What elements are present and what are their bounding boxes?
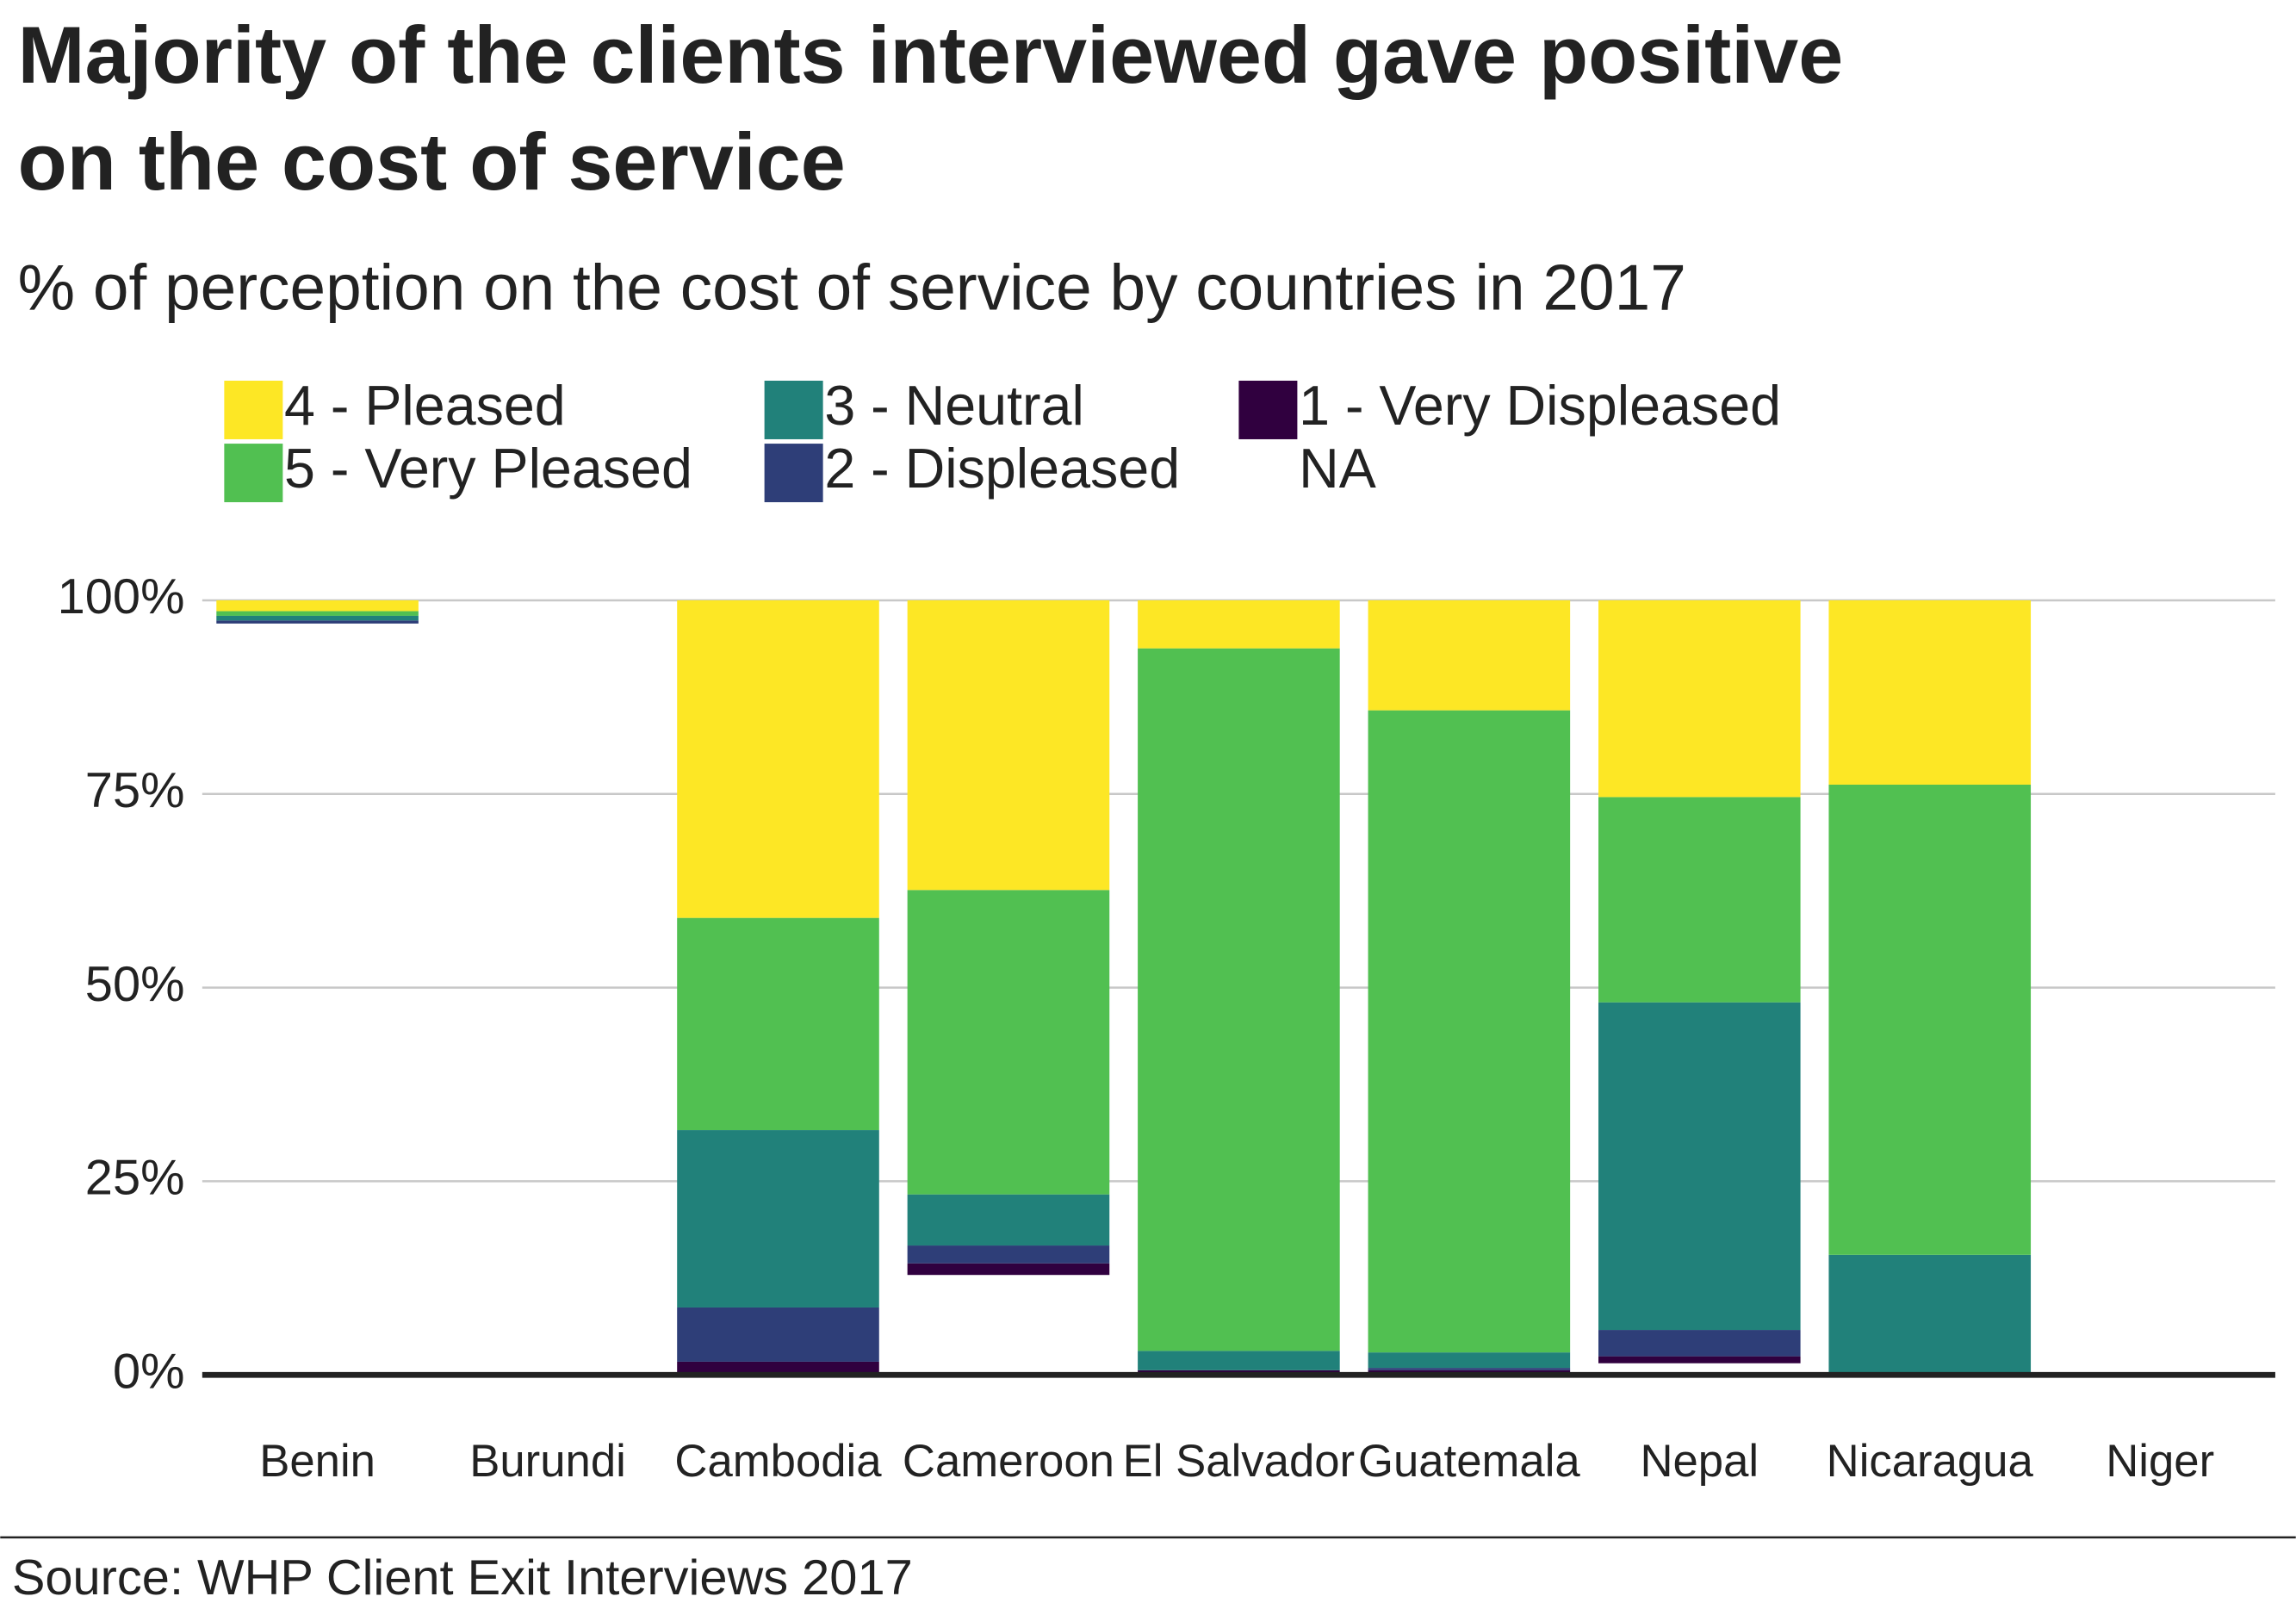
bar-segment	[1598, 1356, 1801, 1363]
bar-segment	[216, 624, 419, 1375]
x-tick-label: Cameroon	[903, 1436, 1114, 1487]
bar-segment	[677, 1361, 879, 1376]
legend-label: 1 - Very Displeased	[1299, 375, 1781, 437]
bar-segment	[1368, 1368, 1571, 1370]
bar-segment	[907, 1194, 1110, 1246]
bar-segment	[1598, 1002, 1801, 1331]
y-tick-label: 75%	[85, 763, 185, 818]
legend-label: NA	[1299, 438, 1376, 500]
legend-swatch	[764, 444, 823, 503]
chart-subtitle: % of perception on the cost of service b…	[18, 252, 1686, 324]
legend-label: 2 - Displeased	[824, 438, 1180, 500]
legend-label: 4 - Pleased	[284, 375, 566, 437]
bar-segment	[1598, 797, 1801, 1003]
x-tick-label: Nepal	[1640, 1436, 1759, 1487]
bar-segment	[216, 599, 419, 612]
legend-swatch	[224, 380, 283, 439]
bar-segment	[216, 611, 419, 616]
x-tick-label: Cambodia	[674, 1436, 882, 1487]
bar-segment	[1828, 784, 2032, 1255]
legend-swatch	[1238, 380, 1298, 439]
x-tick-label: Niger	[2106, 1436, 2214, 1487]
bar-segment	[677, 599, 879, 918]
bar-segment	[216, 620, 419, 624]
bar-segment	[216, 615, 419, 621]
bar-segment	[1368, 710, 1571, 1353]
y-tick-label: 25%	[85, 1151, 185, 1206]
bar-segment	[1138, 648, 1340, 1351]
bar-segment	[907, 599, 1110, 891]
bar-segment	[1368, 1352, 1571, 1369]
bar-segment	[907, 1263, 1110, 1276]
x-tick-label: Burundi	[469, 1436, 626, 1487]
bar-segment	[907, 1245, 1110, 1264]
bar-segment	[907, 890, 1110, 1195]
bar-segment	[1138, 599, 1340, 649]
bar-segment	[1598, 599, 1801, 798]
legend-swatch	[764, 380, 823, 439]
y-tick-label: 100%	[58, 569, 185, 624]
chart-title: on the cost of service	[18, 116, 846, 207]
bar-segment	[1828, 1254, 2032, 1376]
y-tick-label: 50%	[85, 957, 185, 1012]
bar-segment	[908, 1275, 1110, 1375]
bar-segment	[677, 1130, 879, 1308]
legend-label: 3 - Neutral	[824, 375, 1083, 437]
bar-segment	[677, 917, 879, 1131]
bar-segment	[1368, 599, 1571, 711]
legend-label: 5 - Very Pleased	[284, 438, 692, 500]
y-tick-label: 0%	[113, 1344, 185, 1399]
bar-segment	[1598, 1330, 1801, 1357]
legend-swatch	[1238, 444, 1297, 502]
legend-swatch	[224, 444, 283, 503]
x-tick-label: Nicaragua	[1827, 1436, 2034, 1487]
bar-segment	[1138, 1351, 1340, 1370]
x-tick-label: Guatemala	[1358, 1436, 1580, 1487]
x-tick-label: El Salvador	[1123, 1436, 1355, 1487]
chart-title: Majority of the clients interviewed gave…	[18, 9, 1844, 100]
bar-segment	[677, 1307, 879, 1362]
source: Source: WHP Client Exit Interviews 2017	[12, 1550, 913, 1606]
bar-segment	[1828, 599, 2032, 785]
x-tick-label: Benin	[259, 1436, 375, 1487]
